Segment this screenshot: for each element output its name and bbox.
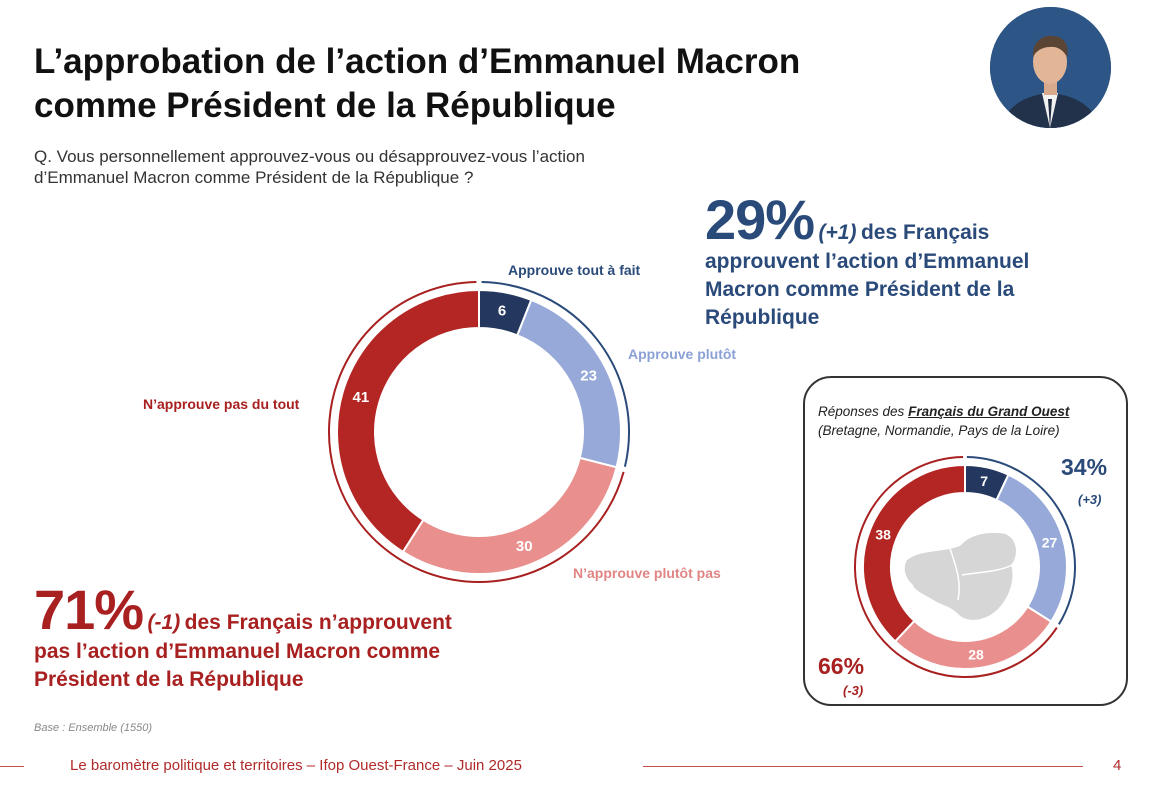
base-note: Base : Ensemble (1550) (34, 722, 153, 734)
inset-approve-arc (966, 456, 1076, 625)
question-line-1: Q. Vous personnellement approuvez-vous o… (34, 147, 585, 166)
inset-emphasis: Français du Grand Ouest (908, 404, 1070, 419)
legend-tout-a-fait: Approuve tout à fait (508, 262, 641, 278)
survey-question: Q. Vous personnellement approuvez-vous o… (34, 146, 734, 188)
disapprove-text-c: Président de la République (34, 668, 304, 691)
donut-inset: 7 27 28 38 (854, 456, 1076, 678)
inset-label-tout-a-fait: 7 (980, 473, 988, 489)
main-label-pas-du-tout: 41 (353, 389, 370, 406)
inset-approve-total: 34% (1061, 454, 1108, 480)
approve-text-c: Macron comme Président de la (705, 278, 1015, 301)
legend-plutot-pas: N’approuve plutôt pas (573, 565, 721, 581)
portrait-illustration (990, 7, 1111, 128)
inset-title: Réponses des Français du Grand Ouest (Br… (818, 402, 1118, 440)
inset-label-pas-du-tout: 38 (875, 527, 891, 543)
inset-disapprove-arc (854, 456, 1058, 678)
legend-plutot: Approuve plutôt (628, 346, 737, 362)
approve-text-d: République (705, 306, 820, 329)
disapprove-total: 71% (34, 578, 144, 641)
approve-summary: 29% (+1) des Français approuvent l’actio… (705, 192, 1125, 332)
approve-text-b: approuvent l’action d’Emmanuel (705, 250, 1030, 273)
main-label-tout-a-fait: 6 (498, 303, 506, 320)
inset-disapprove-total: 66% (818, 653, 865, 679)
main-label-plutot-pas: 30 (516, 538, 533, 555)
president-portrait (990, 7, 1111, 128)
approve-text-a: des Français (860, 221, 990, 244)
grand-ouest-map (903, 531, 1018, 622)
page-number: 4 (1113, 757, 1122, 774)
inset-label-plutot: 27 (1042, 534, 1058, 550)
footer-line-left (0, 766, 24, 767)
approve-total: 29% (705, 188, 815, 251)
main-slice-plutot-pas (401, 456, 618, 575)
question-line-2: d’Emmanuel Macron comme Président de la … (34, 168, 474, 187)
main-label-plutot: 23 (580, 368, 597, 385)
disapprove-summary: 71% (-1) des Français n’approuvent pas l… (34, 582, 594, 694)
title-line-2: comme Président de la République (34, 86, 616, 125)
grand-ouest-panel (803, 376, 1128, 706)
disapprove-text-a: des Français n’approuvent (184, 611, 452, 634)
page-title: L’approbation de l’action d’Emmanuel Mac… (34, 40, 934, 128)
inset-title-line-1: Réponses des Français du Grand Ouest (818, 402, 1118, 421)
main-slice-pas-du-tout (336, 288, 480, 554)
disapprove-delta: (-1) (147, 611, 181, 634)
approve-delta: (+1) (818, 221, 857, 244)
footer-text: Le baromètre politique et territoires – … (70, 757, 522, 774)
inset-approve-delta: (+3) (1078, 492, 1102, 507)
inset-regions: (Bretagne, Normandie, Pays de la Loire) (818, 423, 1060, 438)
main-disapprove-arc (328, 281, 625, 583)
disapprove-text-b: pas l’action d’Emmanuel Macron comme (34, 640, 441, 663)
inset-disapprove-delta: (-3) (843, 683, 864, 698)
inset-prefix: Réponses des (818, 404, 905, 419)
legend-pas-du-tout: N’approuve pas du tout (143, 396, 300, 412)
main-approve-arc (481, 281, 630, 467)
title-line-1: L’approbation de l’action d’Emmanuel Mac… (34, 42, 801, 81)
inset-label-plutot-pas: 28 (968, 646, 984, 662)
footer-line-right (643, 766, 1083, 767)
donut-main: 6 23 30 41 (328, 281, 630, 583)
inset-slice-pas-du-tout (862, 463, 966, 643)
grand-ouest-map-borders (949, 547, 1013, 601)
main-slice-plutot (515, 298, 622, 469)
